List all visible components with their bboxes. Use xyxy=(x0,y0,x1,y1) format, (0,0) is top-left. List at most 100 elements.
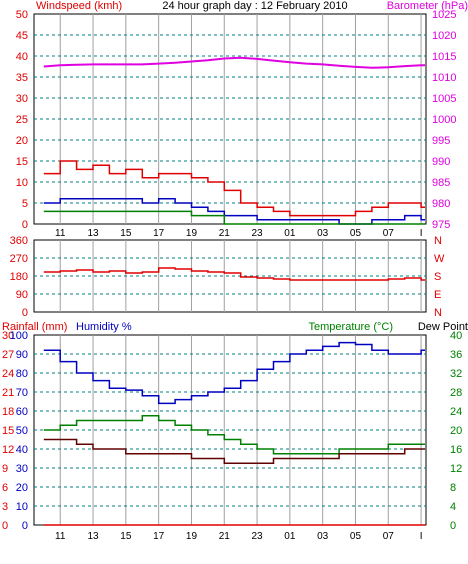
chart-title: 24 hour graph day : 12 February 2010 xyxy=(162,0,347,12)
y-tick-rainfall-5: 15 xyxy=(2,425,14,437)
y-tick-temperature-0: 0 xyxy=(450,520,456,532)
y-tick-compass-3: W xyxy=(434,253,445,265)
x-tick-label-wind-4: 19 xyxy=(186,228,198,239)
y-tick-windspeed-6: 30 xyxy=(16,93,28,105)
y-tick-rainfall-7: 21 xyxy=(2,387,14,399)
y-tick-windspeed-10: 50 xyxy=(16,9,28,21)
dewpoint-axis-title: Dew Point xyxy=(418,321,468,333)
x-tick-label-wind-8: 03 xyxy=(317,228,329,239)
y-tick-windspeed-2: 10 xyxy=(16,177,28,189)
x-tick-label-climate-9: 05 xyxy=(350,531,362,542)
y-tick-temperature-4: 16 xyxy=(450,444,462,456)
y-tick-humidity-2: 20 xyxy=(16,482,28,494)
grid-layer xyxy=(34,14,426,525)
y-tick-humidity-3: 30 xyxy=(16,463,28,475)
y-tick-barometer-0: 975 xyxy=(432,219,450,231)
x-tick-label-wind-11: I xyxy=(420,228,423,239)
y-tick-temperature-10: 40 xyxy=(450,330,462,342)
x-tick-label-wind-3: 17 xyxy=(153,228,165,239)
series-layer xyxy=(43,56,425,526)
tick-label-layer: 1111131315151717191921212323010103030505… xyxy=(2,9,462,542)
x-tick-label-wind-5: 21 xyxy=(219,228,231,239)
y-tick-windspeed-0: 0 xyxy=(22,219,28,231)
series-direction-line xyxy=(43,267,425,281)
y-tick-rainfall-1: 3 xyxy=(2,501,8,513)
y-tick-rainfall-2: 6 xyxy=(2,482,8,494)
x-tick-label-wind-9: 05 xyxy=(350,228,362,239)
y-tick-humidity-7: 70 xyxy=(16,387,28,399)
series-windspeed-line xyxy=(43,160,425,217)
y-tick-direction-2: 180 xyxy=(10,271,28,283)
series-calm-line xyxy=(43,210,425,225)
series-humidity-line xyxy=(43,341,425,405)
y-tick-compass-1: E xyxy=(434,289,441,301)
y-tick-barometer-8: 1015 xyxy=(432,51,456,63)
x-tick-label-wind-7: 01 xyxy=(284,228,296,239)
x-tick-label-climate-1: 13 xyxy=(87,531,99,542)
y-tick-temperature-2: 8 xyxy=(450,482,456,494)
y-tick-temperature-7: 28 xyxy=(450,387,462,399)
x-tick-label-climate-6: 23 xyxy=(252,531,264,542)
x-tick-label-wind-1: 13 xyxy=(87,228,99,239)
humidity-axis-title: Humidity % xyxy=(76,321,132,333)
series-dew-point-line xyxy=(43,438,425,465)
y-tick-barometer-4: 995 xyxy=(432,135,450,147)
y-tick-barometer-5: 1000 xyxy=(432,114,456,126)
y-tick-humidity-5: 50 xyxy=(16,425,28,437)
windspeed-axis-title: Windspeed (kmh) xyxy=(36,0,122,12)
y-tick-rainfall-8: 24 xyxy=(2,368,14,380)
series-temperature-line xyxy=(43,415,425,455)
y-tick-windspeed-8: 40 xyxy=(16,51,28,63)
x-tick-label-climate-11: I xyxy=(420,531,423,542)
y-tick-temperature-5: 20 xyxy=(450,425,462,437)
y-tick-windspeed-9: 45 xyxy=(16,30,28,42)
series-barometer-line xyxy=(43,56,425,69)
y-tick-temperature-8: 32 xyxy=(450,368,462,380)
y-tick-temperature-1: 4 xyxy=(450,501,456,513)
y-tick-rainfall-0: 0 xyxy=(2,520,8,532)
y-tick-rainfall-3: 9 xyxy=(2,463,8,475)
x-tick-label-wind-10: 07 xyxy=(383,228,395,239)
x-tick-label-wind-2: 15 xyxy=(120,228,132,239)
x-tick-label-climate-7: 01 xyxy=(284,531,296,542)
y-tick-humidity-0: 0 xyxy=(22,520,28,532)
y-tick-humidity-1: 10 xyxy=(16,501,28,513)
x-tick-label-wind-6: 23 xyxy=(252,228,264,239)
y-tick-rainfall-10: 30 xyxy=(2,330,14,342)
y-tick-barometer-10: 1025 xyxy=(432,9,456,21)
y-tick-barometer-9: 1020 xyxy=(432,30,456,42)
y-tick-barometer-2: 985 xyxy=(432,177,450,189)
temperature-axis-title: Temperature (°C) xyxy=(309,321,393,333)
y-tick-humidity-8: 80 xyxy=(16,368,28,380)
y-tick-compass-0: N xyxy=(434,307,442,319)
y-tick-humidity-6: 60 xyxy=(16,406,28,418)
y-tick-windspeed-4: 20 xyxy=(16,135,28,147)
x-tick-label-climate-4: 19 xyxy=(186,531,198,542)
y-tick-humidity-9: 90 xyxy=(16,349,28,361)
y-tick-humidity-10: 100 xyxy=(10,330,28,342)
y-tick-direction-1: 90 xyxy=(16,289,28,301)
y-tick-rainfall-6: 18 xyxy=(2,406,14,418)
x-tick-label-climate-10: 07 xyxy=(383,531,395,542)
y-tick-direction-4: 360 xyxy=(10,235,28,247)
x-tick-label-wind-0: 11 xyxy=(55,228,66,239)
y-tick-barometer-6: 1005 xyxy=(432,93,456,105)
barometer-axis-title: Barometer (hPa) xyxy=(387,0,468,12)
y-tick-direction-0: 0 xyxy=(22,307,28,319)
y-tick-compass-4: N xyxy=(434,235,442,247)
y-tick-compass-2: S xyxy=(434,271,441,283)
y-tick-windspeed-5: 25 xyxy=(16,114,28,126)
rainfall-axis-title: Rainfall (mm) xyxy=(2,321,67,333)
x-tick-label-climate-0: 11 xyxy=(55,531,66,542)
y-tick-temperature-6: 24 xyxy=(450,406,462,418)
y-tick-windspeed-3: 15 xyxy=(16,156,28,168)
y-tick-barometer-1: 980 xyxy=(432,198,450,210)
y-tick-humidity-4: 40 xyxy=(16,444,28,456)
x-tick-label-climate-8: 03 xyxy=(317,531,329,542)
y-tick-barometer-7: 1010 xyxy=(432,72,456,84)
y-tick-direction-3: 270 xyxy=(10,253,28,265)
y-tick-windspeed-7: 35 xyxy=(16,72,28,84)
y-tick-rainfall-9: 27 xyxy=(2,349,14,361)
